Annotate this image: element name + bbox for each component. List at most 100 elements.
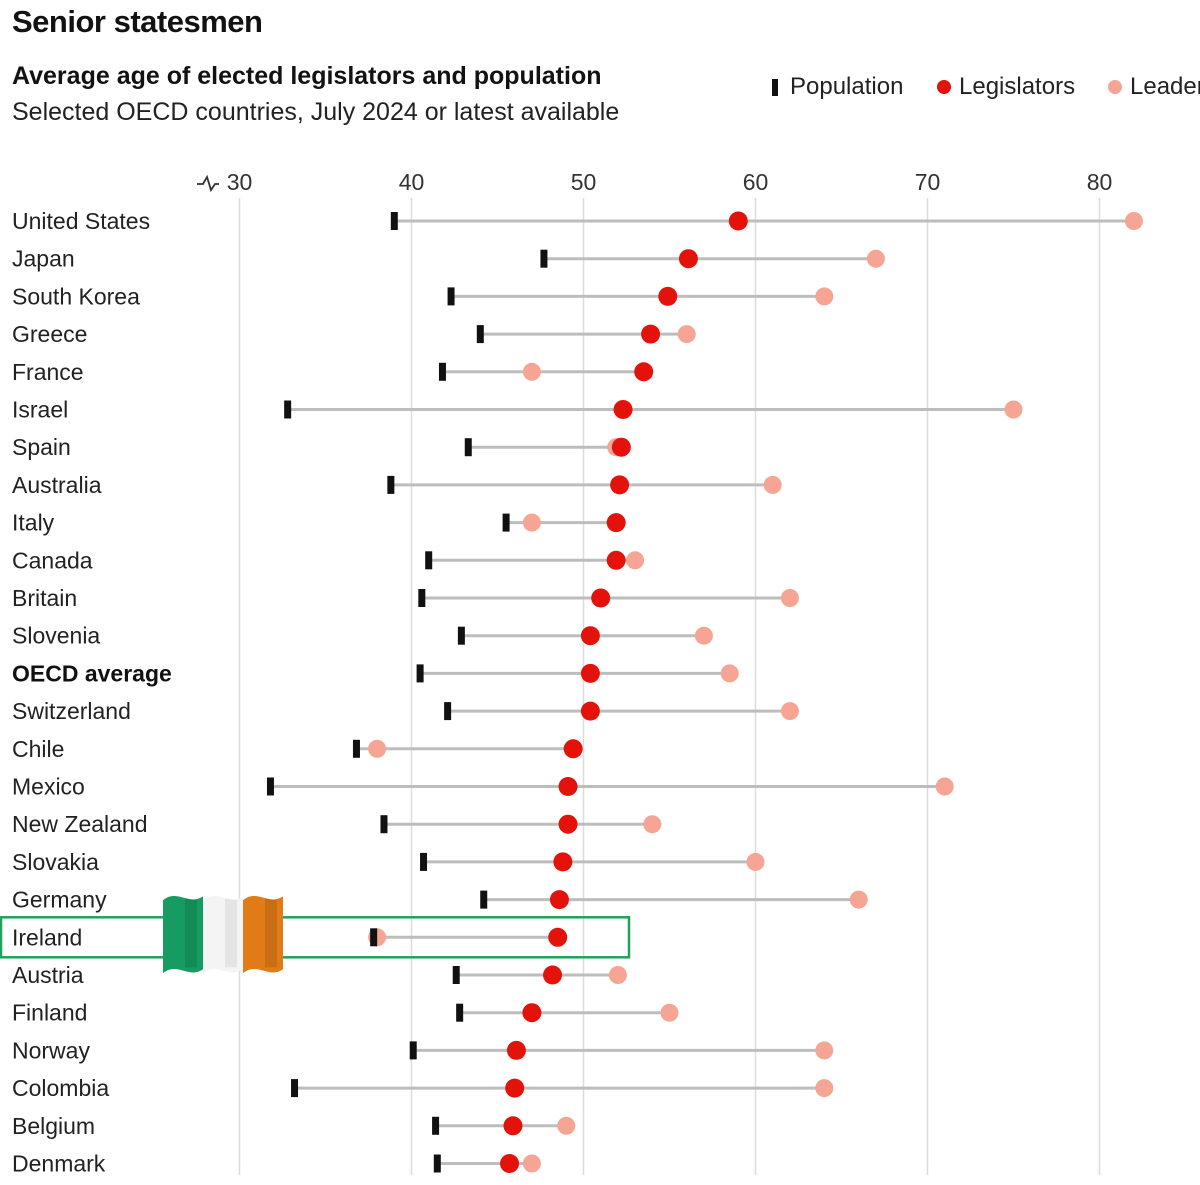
legislators-dot-oecd-average: [580, 663, 600, 683]
row-label-new-zealand: New Zealand: [12, 811, 148, 837]
flag-shading: [225, 898, 237, 968]
population-marker-united-states: [390, 212, 398, 230]
population-marker-mexico: [266, 777, 274, 796]
row-label-israel: Israel: [12, 397, 68, 423]
row-label-britain: Britain: [12, 585, 77, 611]
legislators-dot-spain: [611, 437, 631, 457]
row-label-colombia: Colombia: [12, 1075, 109, 1101]
row-label-finland: Finland: [12, 1000, 87, 1026]
row-label-united-states: United States: [12, 208, 150, 234]
population-marker-austria: [452, 966, 460, 984]
leaders-dot-new-zealand: [643, 815, 662, 834]
row-label-chile: Chile: [12, 736, 64, 762]
legislators-dot-slovakia: [553, 852, 573, 872]
leaders-dot-finland: [660, 1003, 679, 1022]
tick-label-80: 80: [1087, 169, 1113, 195]
population-marker-denmark: [433, 1154, 441, 1173]
legend-population-label: Population: [790, 73, 904, 100]
highlight-box: [0, 916, 631, 959]
legislators-dot-switzerland: [580, 701, 600, 721]
legislators-dot-italy: [606, 513, 626, 533]
population-marker-south-korea: [447, 287, 455, 306]
leaders-dot-south-korea: [815, 287, 834, 306]
population-marker-finland: [456, 1003, 464, 1022]
population-marker-ireland: [370, 928, 378, 947]
leaders-dot-israel: [1004, 400, 1023, 419]
row-label-slovakia: Slovakia: [12, 849, 99, 875]
population-marker-greece: [476, 325, 484, 344]
legend-leaders: Leaders: [1108, 72, 1200, 102]
row-label-oecd-average: OECD average: [12, 660, 172, 686]
flag-stripe: [163, 895, 203, 974]
tick-label-70: 70: [915, 169, 941, 195]
tick-label-30: 30: [227, 169, 253, 195]
leaders-dot-switzerland: [780, 702, 799, 721]
population-marker-norway: [409, 1041, 417, 1060]
legislators-dot-canada: [606, 550, 626, 570]
row-label-australia: Australia: [12, 472, 102, 498]
legislators-dot-new-zealand: [558, 814, 578, 834]
tick-label-60: 60: [743, 169, 769, 195]
population-marker-australia: [387, 475, 395, 494]
population-marker-slovenia: [457, 626, 465, 645]
population-marker-new-zealand: [380, 815, 388, 834]
row-label-canada: Canada: [12, 547, 93, 573]
leaders-dot-greece: [677, 325, 696, 344]
population-marker-britain: [418, 589, 426, 607]
leaders-dot-japan: [866, 249, 885, 268]
population-marker-slovakia: [420, 852, 428, 871]
flag-shading: [185, 898, 197, 968]
leaders-dot-mexico: [935, 777, 954, 796]
row-label-mexico: Mexico: [12, 774, 85, 800]
legislators-dot-ireland: [548, 927, 568, 947]
legislators-dot-finland: [522, 1003, 542, 1023]
flag-shading: [265, 898, 277, 968]
leaders-marker-icon: [1108, 80, 1122, 94]
population-marker-japan: [540, 249, 548, 268]
population-marker-colombia: [291, 1079, 299, 1098]
axis-break-icon: [197, 174, 219, 193]
population-marker-belgium: [432, 1116, 440, 1135]
population-marker-italy: [502, 513, 510, 532]
leaders-dot-britain: [780, 589, 799, 607]
leaders-dot-norway: [815, 1041, 834, 1060]
chart-note: Selected OECD countries, July 2024 or la…: [12, 98, 620, 126]
legislators-dot-israel: [613, 400, 633, 419]
leaders-dot-slovakia: [746, 852, 765, 871]
leaders-dot-slovenia: [694, 626, 713, 645]
legislators-dot-japan: [678, 249, 698, 269]
row-label-ireland: Ireland: [12, 924, 82, 950]
leaders-dot-oecd-average: [720, 664, 739, 683]
row-label-germany: Germany: [12, 887, 107, 913]
legislators-dot-australia: [610, 475, 630, 495]
leaders-dot-canada: [626, 551, 645, 570]
population-marker-france: [438, 362, 446, 381]
leaders-dot-australia: [763, 475, 782, 494]
population-marker-oecd-average: [416, 664, 424, 683]
population-marker-chile: [352, 739, 360, 758]
legislators-dot-south-korea: [658, 286, 678, 306]
leaders-dot-germany: [849, 890, 868, 909]
flag-stripe: [203, 895, 243, 974]
population-marker-switzerland: [444, 702, 452, 721]
leaders-dot-chile: [368, 739, 387, 758]
population-marker-icon: [772, 78, 778, 96]
population-marker-germany: [480, 890, 488, 909]
flag-stripe: [243, 895, 283, 974]
row-label-south-korea: South Korea: [12, 283, 140, 309]
leaders-dot-france: [522, 362, 541, 381]
leaders-dot-united-states: [1124, 212, 1143, 230]
legislators-dot-slovenia: [580, 626, 600, 646]
legend-legislators-label: Legislators: [959, 73, 1076, 100]
legislators-dot-france: [634, 362, 654, 382]
leaders-dot-colombia: [815, 1079, 834, 1098]
leaders-dot-austria: [608, 966, 627, 984]
tick-label-50: 50: [571, 169, 597, 195]
legislators-dot-colombia: [505, 1078, 525, 1098]
legislators-dot-greece: [641, 324, 661, 344]
legislators-dot-denmark: [500, 1154, 520, 1173]
row-label-italy: Italy: [12, 510, 55, 536]
legislators-dot-austria: [543, 965, 563, 985]
population-marker-canada: [425, 551, 433, 570]
